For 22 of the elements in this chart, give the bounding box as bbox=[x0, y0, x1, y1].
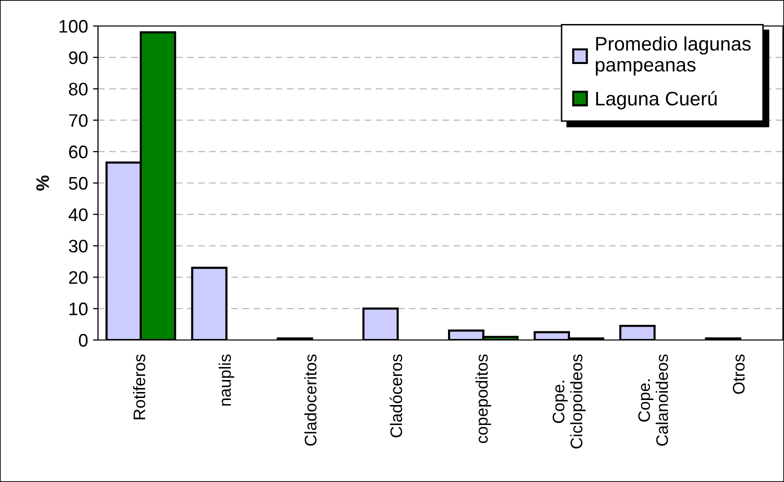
y-tick-label: 20 bbox=[69, 271, 88, 284]
y-tick-label: 60 bbox=[69, 146, 88, 158]
x-tick-label: Cladóceros bbox=[390, 354, 402, 438]
x-tick-label: Cope. Calanoideos bbox=[638, 354, 668, 446]
y-tick-label: 40 bbox=[68, 208, 88, 222]
y-axis-title: % bbox=[36, 175, 49, 191]
legend-label: Laguna Cuerú bbox=[596, 91, 717, 110]
y-tick-label: 10 bbox=[70, 302, 88, 316]
y-tick-label: 90 bbox=[69, 51, 88, 64]
y-tick-label: 100 bbox=[60, 20, 88, 33]
x-tick-label: Cope. Ciclopoideos bbox=[552, 354, 586, 448]
x-tick-label: Cladoceritos bbox=[304, 354, 317, 446]
y-tick-label: 70 bbox=[69, 114, 88, 127]
y-tick-label: 50 bbox=[68, 176, 88, 190]
x-tick-label: nauplis bbox=[218, 354, 234, 406]
x-tick-label: Otros bbox=[732, 354, 745, 394]
y-tick-label: 30 bbox=[68, 240, 88, 253]
y-tick-label: 0 bbox=[78, 334, 88, 347]
x-tick-label: copepoditos bbox=[476, 354, 492, 444]
legend-label: Promedio lagunas pampeanas bbox=[596, 36, 751, 76]
y-tick-label: 80 bbox=[68, 82, 88, 96]
x-tick-label: Rotiferos bbox=[133, 354, 146, 420]
